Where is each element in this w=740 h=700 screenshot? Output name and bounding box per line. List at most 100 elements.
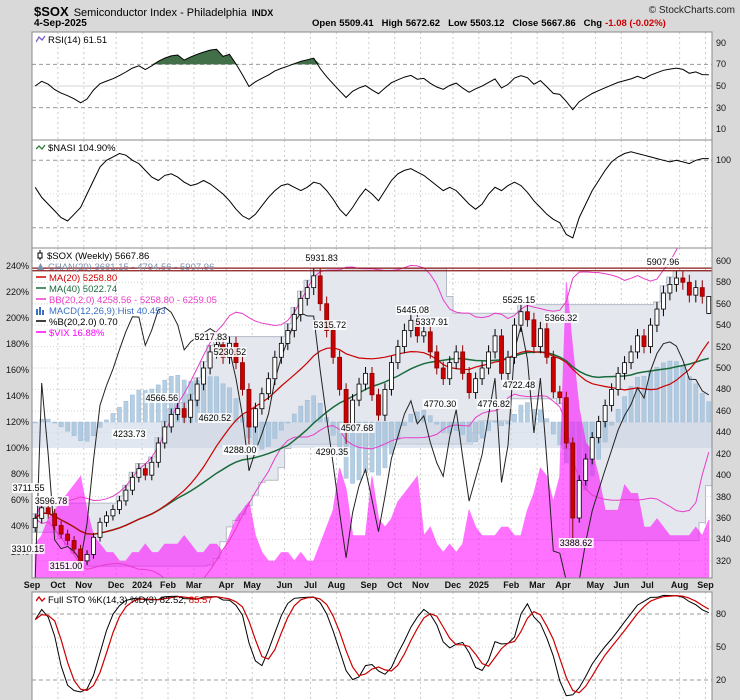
candle-body (162, 426, 168, 444)
candle-body (635, 335, 640, 353)
exchange-tag: INDX (251, 8, 274, 18)
main-panel-border (31, 247, 713, 579)
candle-body (576, 480, 582, 519)
legend-text: %B(20,2.0) 0.70 (49, 317, 118, 328)
sto-indicator-label: Full STO %K(14,3) %D(3) 82.52, 85.57 (35, 595, 213, 606)
macd-hist-bar (91, 421, 96, 437)
legend-item: MA(40) 5022.74 (36, 283, 117, 295)
candle-body (589, 437, 595, 460)
candle-body (583, 458, 589, 481)
candle-body (71, 540, 77, 550)
symbol-name: Semiconductor Index - Philadelphia (73, 7, 247, 19)
candle-body (259, 393, 265, 410)
candle-body (693, 287, 699, 296)
candle-body (175, 408, 181, 415)
macd-hist-bar (45, 418, 51, 423)
macd-hist-bar (104, 419, 109, 423)
sto-label-k: Full STO %K(14,3) %D(3) 82.52, (48, 595, 187, 606)
macd-hist-bar (654, 367, 660, 423)
ma20-line (34, 341, 710, 535)
candle-body (253, 408, 258, 428)
candle-body (537, 328, 543, 347)
candle-body (227, 342, 232, 358)
candle-body (447, 362, 453, 380)
legend-text: $VIX 16.88% (49, 328, 105, 339)
macd-hist-bar (84, 421, 90, 442)
candle-body (214, 344, 219, 353)
candle-body (78, 548, 83, 562)
macd-hist-bar (473, 421, 478, 442)
candle-body (350, 399, 355, 428)
candle-body (194, 383, 200, 401)
candle-body (104, 515, 109, 523)
sto-k-line (34, 594, 710, 697)
candle-body (110, 509, 116, 517)
macd-hist-bar (337, 421, 342, 457)
macd-hist-bar (233, 398, 239, 423)
candle-body (596, 421, 602, 439)
macd-hist-bar (376, 421, 381, 476)
candle-body (667, 284, 673, 294)
macd-hist-bar (97, 421, 103, 428)
candle-body (563, 397, 569, 444)
legend-item: $VIX 16.88% (36, 327, 104, 339)
macd-hist-bar (408, 413, 414, 423)
macd-hist-bar (434, 421, 440, 425)
chart-date: 4-Sep-2025 (34, 18, 87, 29)
stockcharts-credit-link[interactable]: © StockCharts.com (648, 5, 735, 16)
candle-body (233, 342, 239, 364)
macd-hist-bar (544, 418, 550, 423)
macd-hist-bar (525, 402, 530, 423)
macd-hist-bar (699, 393, 705, 423)
legend-text: CHAN(20) 3681.15 - 4794.56 - 5907.96 (48, 262, 215, 273)
close-label: Close (512, 18, 539, 29)
candle-body (343, 389, 349, 428)
line-icon (36, 331, 46, 333)
legend-text: MA(40) 5022.74 (49, 284, 118, 295)
candle-body (680, 277, 686, 283)
candle-body (492, 335, 498, 353)
macd-hist-bar (207, 376, 213, 423)
candle-body (686, 281, 692, 296)
legend-text: MACD(12,26,9) Hist 40.453 (49, 306, 166, 317)
candle-body (609, 389, 615, 406)
candlestick-icon (37, 250, 43, 260)
candle-body (311, 275, 317, 289)
macd-hist-bar (311, 395, 317, 423)
macd-hist-bar (356, 421, 362, 481)
rsi-icon (35, 35, 48, 46)
macd-hist-bar (298, 405, 304, 423)
close-value: 5667.86 (541, 18, 576, 29)
candle-body (641, 335, 647, 347)
candle-body (628, 351, 634, 364)
macd-hist-bar (518, 404, 524, 423)
line-icon (36, 298, 46, 300)
macd-hist-bar (667, 360, 673, 423)
macd-hist-bar (71, 421, 77, 436)
macd-hist-bar (214, 376, 219, 423)
rsi-indicator-label: RSI(14) 61.51 (35, 35, 107, 46)
nasi-label-text: $NASI 104.90% (48, 143, 116, 154)
candle-body (117, 500, 122, 510)
sto-icon (35, 595, 48, 606)
vix-area (34, 282, 710, 578)
macd-hist-bar (680, 366, 686, 423)
macd-hist-bar (110, 413, 116, 423)
candle-body (544, 328, 550, 358)
candle-body (330, 330, 336, 358)
macd-hist-bar (304, 400, 310, 423)
candle-body (246, 389, 252, 428)
candle-body (207, 351, 213, 369)
macd-hist-bar (492, 420, 498, 423)
macd-hist-bar (479, 421, 485, 439)
macd-hist-bar (686, 376, 692, 423)
candle-body (414, 319, 420, 337)
candle-body (505, 356, 511, 374)
candle-body (615, 372, 621, 390)
candle-body (84, 554, 90, 562)
candle-body (181, 408, 187, 418)
nasi-icon (35, 143, 48, 154)
chart-title: $SOX Semiconductor Index - Philadelphia IN… (34, 3, 273, 21)
